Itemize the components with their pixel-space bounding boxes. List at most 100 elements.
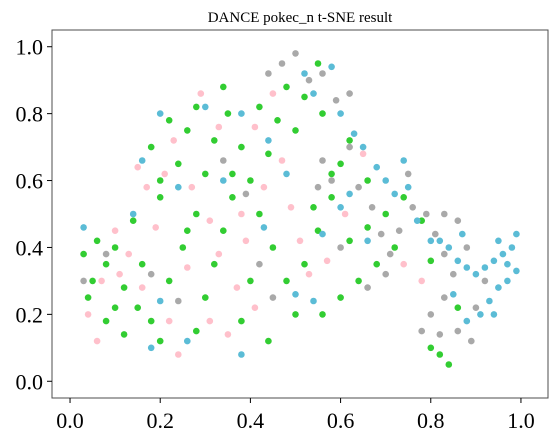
scatter-point — [188, 183, 196, 191]
scatter-point — [513, 230, 520, 238]
scatter-point — [328, 194, 335, 201]
scatter-point — [220, 157, 227, 164]
scatter-point — [229, 170, 236, 178]
scatter-point — [184, 127, 191, 134]
scatter-point — [292, 291, 299, 298]
scatter-point — [111, 304, 119, 312]
scatter-point — [423, 210, 430, 218]
scatter-point — [265, 70, 272, 77]
scatter-point — [283, 277, 290, 285]
scatter-point — [143, 183, 150, 191]
chart-title: DANCE pokec_n t-SNE result — [208, 10, 393, 26]
scatter-point — [468, 337, 475, 345]
scatter-point — [323, 257, 331, 265]
scatter-point — [175, 160, 182, 168]
scatter-point — [165, 277, 173, 285]
scatter-point — [368, 204, 376, 211]
scatter-point — [224, 331, 232, 338]
x-tick-label: 0.6 — [327, 408, 355, 433]
scatter-point — [211, 137, 218, 144]
scatter-point — [337, 294, 344, 301]
scatter-point — [504, 260, 511, 268]
scatter-point — [134, 304, 141, 312]
scatter-point — [156, 194, 164, 201]
scatter-point — [129, 217, 137, 224]
scatter-point — [238, 317, 245, 325]
scatter-point — [179, 244, 187, 251]
scatter-point — [165, 117, 173, 124]
scatter-point — [102, 250, 110, 258]
scatter-point — [278, 60, 286, 67]
scatter-point — [138, 260, 146, 268]
scatter-point — [418, 327, 426, 335]
scatter-point — [305, 76, 313, 84]
scatter-point — [260, 224, 268, 231]
scatter-point — [364, 284, 371, 291]
scatter-point — [292, 311, 299, 318]
scatter-point — [481, 277, 489, 285]
scatter-point — [156, 177, 164, 184]
scatter-point — [138, 284, 146, 291]
scatter-point — [427, 344, 435, 352]
scatter-point — [472, 270, 480, 278]
scatter-point — [504, 277, 511, 285]
scatter-point — [382, 177, 390, 184]
scatter-point — [463, 244, 471, 251]
scatter-point — [432, 230, 439, 238]
scatter-point — [152, 224, 159, 231]
scatter-point — [256, 103, 263, 111]
scatter-point — [247, 277, 254, 285]
scatter-point — [314, 227, 322, 234]
scatter-point — [490, 311, 498, 318]
scatter-point — [175, 351, 182, 358]
scatter-point — [220, 83, 227, 91]
scatter-point — [350, 130, 358, 137]
scatter-point — [197, 90, 205, 97]
scatter-point — [193, 327, 200, 335]
scatter-point — [265, 337, 272, 345]
scatter-point — [80, 224, 87, 231]
scatter-point — [301, 70, 308, 77]
scatter-point — [436, 237, 444, 245]
scatter-point — [328, 170, 335, 178]
scatter-point — [427, 311, 435, 318]
scatter-point — [364, 177, 371, 184]
scatter-point — [454, 327, 462, 335]
scatter-point — [427, 257, 435, 265]
scatter-points — [80, 50, 520, 368]
scatter-point — [346, 190, 353, 198]
scatter-point — [193, 103, 200, 111]
scatter-point — [346, 137, 353, 144]
scatter-point — [409, 204, 417, 211]
scatter-point — [314, 183, 322, 191]
scatter-point — [193, 210, 200, 218]
scatter-point — [332, 97, 340, 104]
scatter-point — [102, 317, 110, 325]
scatter-point — [490, 257, 498, 265]
scatter-point — [202, 103, 209, 111]
scatter-point — [337, 244, 344, 251]
scatter-point — [156, 110, 164, 117]
scatter-point — [477, 311, 484, 318]
scatter-point — [229, 194, 236, 201]
scatter-point — [170, 137, 177, 144]
scatter-point — [120, 331, 128, 338]
scatter-point — [256, 210, 263, 218]
scatter-point — [211, 260, 218, 268]
scatter-point — [287, 204, 295, 211]
scatter-point — [238, 351, 245, 358]
scatter-point — [472, 304, 480, 312]
scatter-point — [283, 170, 290, 178]
scatter-point — [382, 270, 390, 278]
scatter-point — [418, 277, 426, 285]
scatter-point — [138, 157, 146, 164]
scatter-point — [278, 157, 286, 164]
scatter-point — [269, 90, 277, 97]
scatter-point — [364, 237, 371, 245]
scatter-point — [220, 177, 227, 184]
scatter-point — [147, 143, 155, 151]
scatter-point — [454, 257, 462, 265]
scatter-point — [337, 160, 344, 168]
scatter-point — [386, 250, 394, 258]
